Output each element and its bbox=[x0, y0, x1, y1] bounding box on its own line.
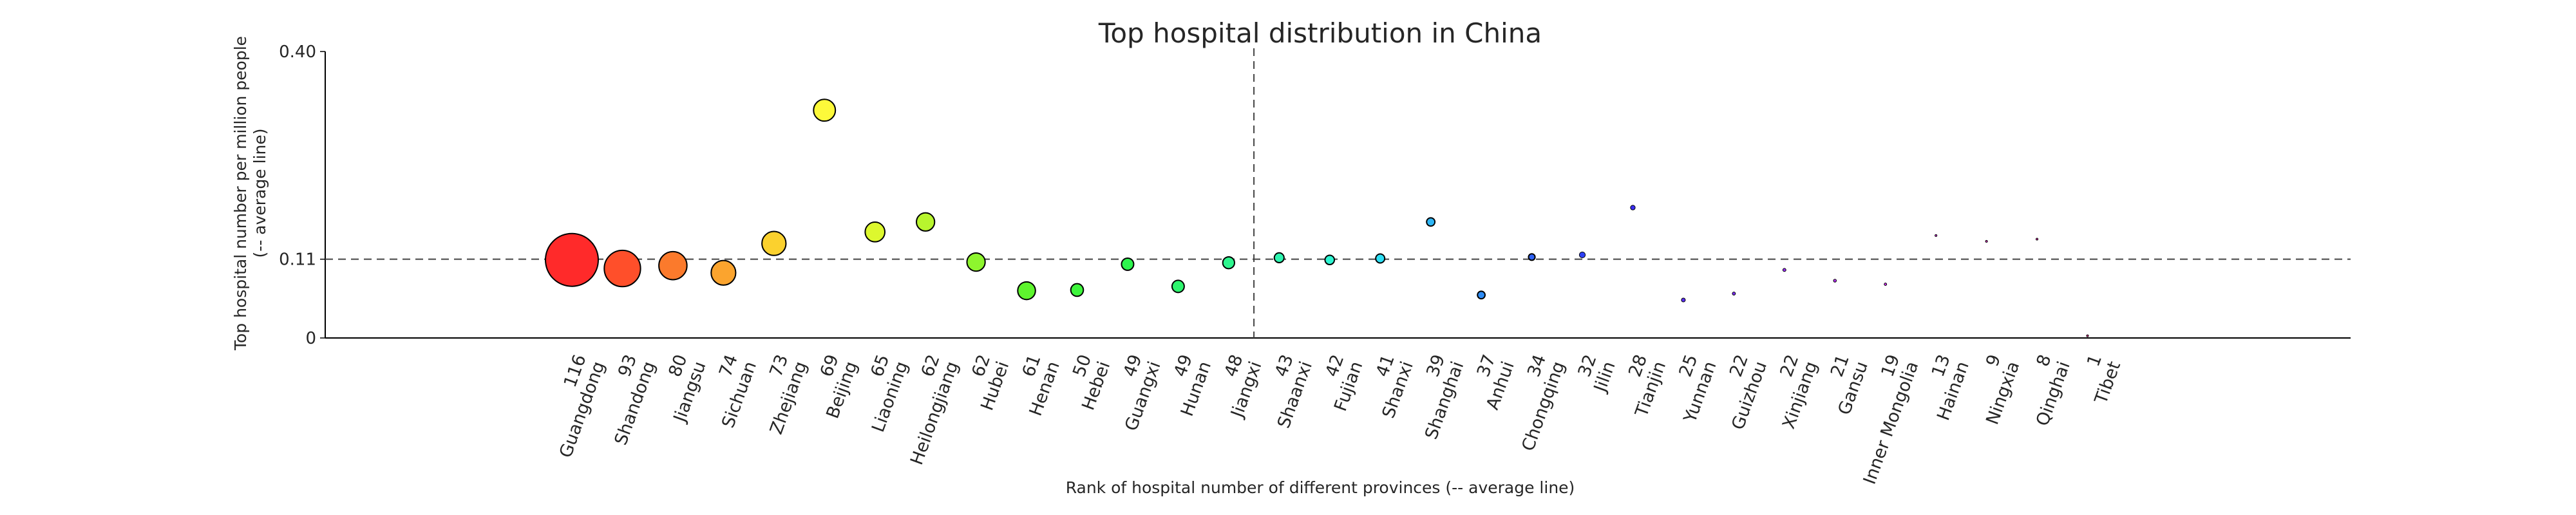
y-tick-label: 0 bbox=[305, 329, 316, 348]
y-axis-label-note: (-- average line) bbox=[251, 129, 269, 258]
x-tick-label: 22Xinjiang bbox=[1760, 352, 1822, 432]
data-point bbox=[1732, 292, 1736, 295]
x-tick-label: 65Liaoning bbox=[849, 352, 912, 435]
data-point bbox=[603, 249, 641, 288]
x-tick-label: 80Jiangsu bbox=[650, 352, 710, 426]
x-tick-label: 61Henan bbox=[1007, 352, 1064, 419]
x-axis-label: Rank of hospital number of different pro… bbox=[1066, 478, 1575, 497]
data-point bbox=[1985, 239, 1988, 243]
y-tick-label: 0.11 bbox=[279, 250, 316, 270]
x-tick-label: 32Jilin bbox=[1571, 352, 1619, 396]
x-tick-label: 50Hebei bbox=[1059, 352, 1114, 413]
data-point bbox=[813, 98, 837, 122]
x-tick-label: 62Hubei bbox=[958, 352, 1013, 413]
data-point bbox=[864, 221, 886, 243]
x-tick-label: 48Jiangxi bbox=[1208, 352, 1266, 421]
data-point bbox=[1935, 234, 1938, 237]
x-tick-label: 37Anhui bbox=[1464, 352, 1519, 413]
x-tick-province: Ningxia bbox=[1982, 359, 2023, 427]
data-point bbox=[1273, 252, 1285, 263]
x-tick-label: 1Tibet bbox=[2072, 352, 2125, 407]
data-point bbox=[1426, 217, 1436, 227]
data-point bbox=[2036, 238, 2039, 241]
x-tick-label: 74Sichuan bbox=[699, 352, 761, 431]
data-point bbox=[916, 212, 936, 232]
data-point bbox=[1324, 254, 1336, 266]
x-tick-label: 28Tianjin bbox=[1613, 352, 1670, 420]
x-tick-label: 69Beijing bbox=[804, 352, 862, 422]
data-point bbox=[1375, 253, 1386, 264]
chart-title: Top hospital distribution in China bbox=[1098, 17, 1542, 49]
x-tick-label: 43Shaanxi bbox=[1255, 352, 1316, 431]
x-tick-label: 41Shanxi bbox=[1359, 352, 1417, 421]
data-point bbox=[1681, 297, 1686, 303]
data-point bbox=[1528, 253, 1536, 261]
data-point bbox=[1222, 256, 1235, 270]
data-point bbox=[1884, 283, 1888, 286]
data-point bbox=[1171, 279, 1185, 294]
plot-area: 0 0.11 0.40 bbox=[279, 42, 2351, 348]
x-tick-label: 21Gansu bbox=[1815, 352, 1872, 418]
x-tick-label: 8Qinghai bbox=[2014, 352, 2074, 429]
data-point bbox=[1578, 251, 1586, 259]
data-point bbox=[761, 230, 787, 256]
data-point bbox=[658, 250, 688, 281]
x-tick-label: 49Guangxi bbox=[1103, 352, 1165, 434]
data-point bbox=[1782, 268, 1786, 272]
y-tick-label: 0.40 bbox=[279, 42, 316, 62]
data-point bbox=[545, 232, 599, 287]
x-tick-label: 13Hainan bbox=[1915, 352, 1973, 424]
data-point bbox=[1121, 257, 1135, 271]
x-tick-label: 25Yunnan bbox=[1661, 352, 1720, 426]
data-point bbox=[1017, 281, 1036, 301]
x-tick-label: 22Guizhou bbox=[1709, 352, 1771, 433]
x-tick-label: 42Fujian bbox=[1312, 352, 1367, 414]
data-point bbox=[966, 252, 986, 272]
x-tick-label: 116Guangdong bbox=[537, 352, 609, 461]
x-tick-labels: 116Guangdong 93Shandong 80Jiangsu 74Sichuan… bbox=[537, 352, 2125, 487]
data-point bbox=[1630, 205, 1636, 211]
x-tick-province: Qinghai bbox=[2032, 359, 2074, 428]
data-point bbox=[1070, 283, 1084, 297]
y-axis-label: Top hospital number per million people bbox=[231, 36, 250, 351]
x-tick-label: 9Ningxia bbox=[1964, 352, 2023, 427]
data-point bbox=[1477, 290, 1486, 300]
x-tick-label: 49Hunan bbox=[1159, 352, 1215, 419]
data-point bbox=[1833, 279, 1837, 283]
data-point bbox=[710, 259, 737, 286]
data-point bbox=[2086, 334, 2089, 337]
